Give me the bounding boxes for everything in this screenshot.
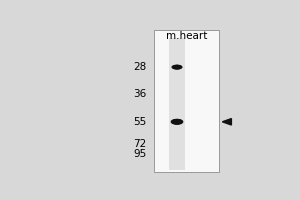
Text: 72: 72 (134, 139, 147, 149)
Text: m.heart: m.heart (166, 31, 207, 41)
Text: 36: 36 (134, 89, 147, 99)
Ellipse shape (172, 65, 182, 69)
Ellipse shape (173, 120, 181, 124)
Ellipse shape (172, 65, 182, 70)
Ellipse shape (174, 66, 180, 69)
FancyBboxPatch shape (169, 38, 184, 170)
Ellipse shape (173, 120, 181, 124)
Ellipse shape (172, 119, 182, 124)
Ellipse shape (173, 65, 181, 69)
Ellipse shape (173, 65, 181, 69)
Text: 28: 28 (134, 62, 147, 72)
Text: 95: 95 (134, 149, 147, 159)
FancyBboxPatch shape (154, 30, 219, 172)
Ellipse shape (172, 65, 182, 69)
Ellipse shape (173, 65, 181, 69)
Ellipse shape (171, 119, 183, 125)
Ellipse shape (172, 120, 182, 124)
Ellipse shape (171, 119, 183, 125)
Polygon shape (222, 119, 231, 125)
Ellipse shape (171, 119, 183, 124)
Ellipse shape (171, 65, 183, 70)
Ellipse shape (174, 120, 180, 123)
Text: 55: 55 (134, 117, 147, 127)
Ellipse shape (172, 119, 182, 124)
